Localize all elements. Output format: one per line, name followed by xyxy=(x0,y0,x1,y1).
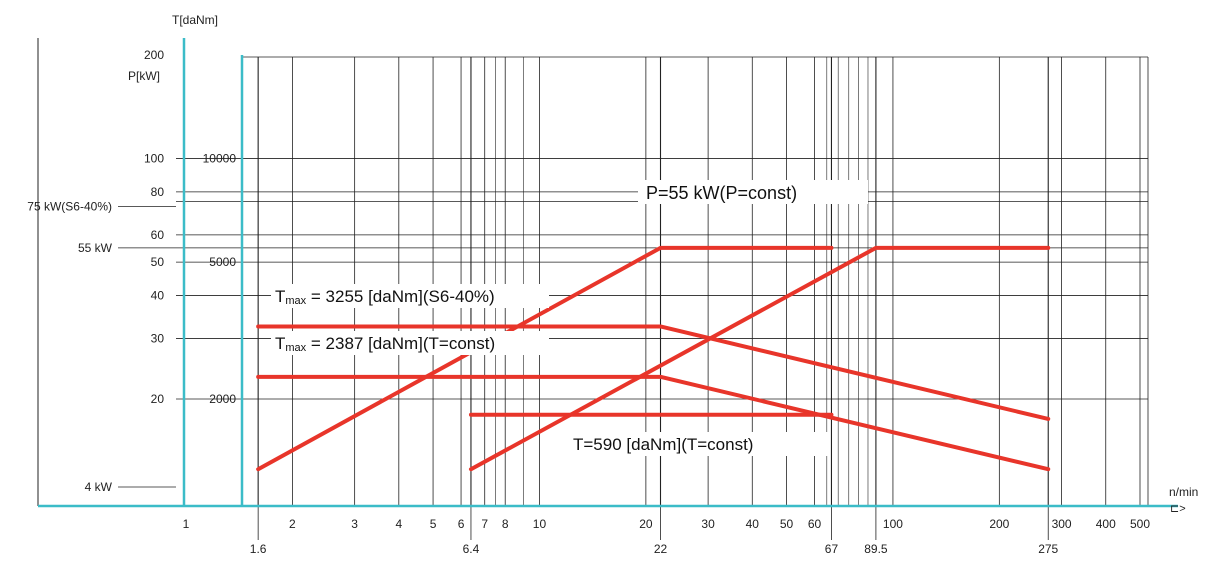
tmax-tconst-label-sub: max xyxy=(285,342,306,354)
y-tick-label-p: 200 xyxy=(144,48,164,62)
tmax-tconst-label-t: T xyxy=(275,334,285,353)
chart-axes xyxy=(37,38,1178,508)
x-tick-label: 8 xyxy=(502,517,509,531)
x-tick-label: 2 xyxy=(289,517,296,531)
x-tick-label: 30 xyxy=(701,517,715,531)
power-marker-label: 75 kW(S6-40%) xyxy=(27,200,112,214)
x-marker-label: 275 xyxy=(1038,542,1058,556)
y-tick-label-p: 60 xyxy=(151,228,165,242)
x-marker-label: 22 xyxy=(654,542,668,556)
x-tick-label: 400 xyxy=(1096,517,1116,531)
p-const-label: P=55 kW(P=const) xyxy=(646,183,797,203)
x-tick-label: 5 xyxy=(430,517,437,531)
x-tick-label: 300 xyxy=(1052,517,1072,531)
y-tick-label-p: 100 xyxy=(144,152,164,166)
tmax-s6-label-t: T xyxy=(275,287,285,306)
y-tick-label-p: 50 xyxy=(151,255,165,269)
tmax-s6-label-bg xyxy=(271,284,549,308)
x-tick-label: 4 xyxy=(395,517,402,531)
x-tick-label: 10 xyxy=(533,517,547,531)
x-tick-label: 200 xyxy=(989,517,1009,531)
x-marker-label: 1.6 xyxy=(250,542,267,556)
y-axis-p-title: P[kW] xyxy=(128,69,160,83)
t590-label-bg xyxy=(566,432,828,456)
x-tick-label: 1 xyxy=(183,517,190,531)
series-line xyxy=(256,324,1051,421)
tmax-s6-label-rest: = 3255 [daNm](S6-40%) xyxy=(306,287,495,306)
tmax-tconst-label-bg xyxy=(271,331,549,355)
x-tick-label: 40 xyxy=(746,517,760,531)
x-tick-label: 6 xyxy=(458,517,465,531)
tmax-s6-label-sub: max xyxy=(285,295,306,307)
tmax-s6-label: Tmax = 3255 [daNm](S6-40%) xyxy=(275,287,495,307)
chart-curves xyxy=(256,245,1051,472)
x-tick-label: 3 xyxy=(351,517,358,531)
x-axis-title: n/min xyxy=(1169,485,1198,499)
x-tick-label: 60 xyxy=(808,517,822,531)
t590-label: T=590 [daNm](T=const) xyxy=(573,435,753,454)
y-tick-label-p: 30 xyxy=(151,331,165,345)
x-marker-label: 6.4 xyxy=(463,542,480,556)
x-tick-label: 7 xyxy=(481,517,488,531)
y-tick-label-p: 40 xyxy=(151,288,165,302)
x-marker-label: 67 xyxy=(825,542,839,556)
y-tick-label-t: 10000 xyxy=(203,152,237,166)
x-tick-label: 100 xyxy=(883,517,903,531)
x-marker-label: 89.5 xyxy=(864,542,888,556)
power-marker-label: 4 kW xyxy=(85,480,113,494)
series-line xyxy=(256,245,834,472)
x-tick-label: 500 xyxy=(1130,517,1150,531)
y-tick-label-p: 80 xyxy=(151,185,165,199)
tmax-tconst-label-rest: = 2387 [daNm](T=const) xyxy=(306,334,495,353)
y-axis-t-title: T[daNm] xyxy=(172,13,218,27)
x-tick-label: 20 xyxy=(639,517,653,531)
tmax-tconst-label: Tmax = 2387 [daNm](T=const) xyxy=(275,334,495,354)
x-axis-arrow: ⊏> xyxy=(1170,503,1186,515)
series-line xyxy=(256,374,1051,472)
p-const-label-bg xyxy=(638,180,868,204)
y-tick-label-t: 5000 xyxy=(209,255,236,269)
x-tick-label: 50 xyxy=(780,517,794,531)
y-tick-label-t: 2000 xyxy=(209,392,236,406)
y-tick-label-p: 20 xyxy=(151,392,165,406)
power-marker-label: 55 kW xyxy=(78,241,113,255)
series-line xyxy=(468,245,1051,472)
